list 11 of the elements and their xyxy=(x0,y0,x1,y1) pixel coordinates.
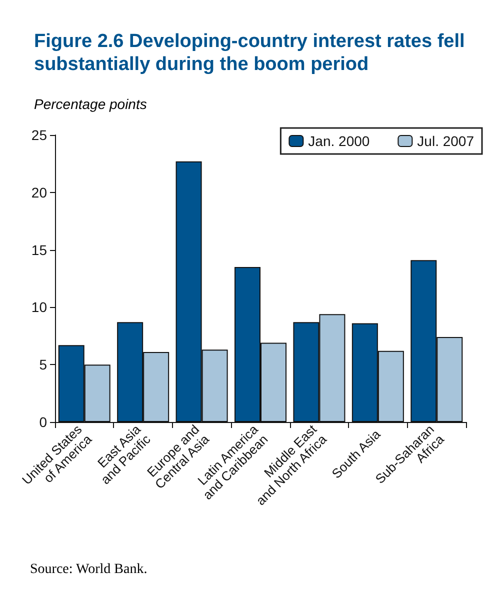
chart-title: Figure 2.6 Developing-country interest rates fell substantially during the boom period xyxy=(34,30,466,76)
y-tick-label: 5 xyxy=(39,356,48,373)
source-note: Source: World Bank. xyxy=(30,562,148,578)
y-tick-label: 10 xyxy=(31,299,48,316)
legend-label: Jul. 2007 xyxy=(417,133,474,149)
y-tick-label: 15 xyxy=(31,242,48,258)
legend-label: Jan. 2000 xyxy=(308,133,370,149)
y-tick-label: 25 xyxy=(31,127,48,143)
y-axis-title: Percentage points xyxy=(34,96,147,112)
y-tick-label: 20 xyxy=(31,184,48,200)
y-tick-label: 0 xyxy=(39,414,48,430)
